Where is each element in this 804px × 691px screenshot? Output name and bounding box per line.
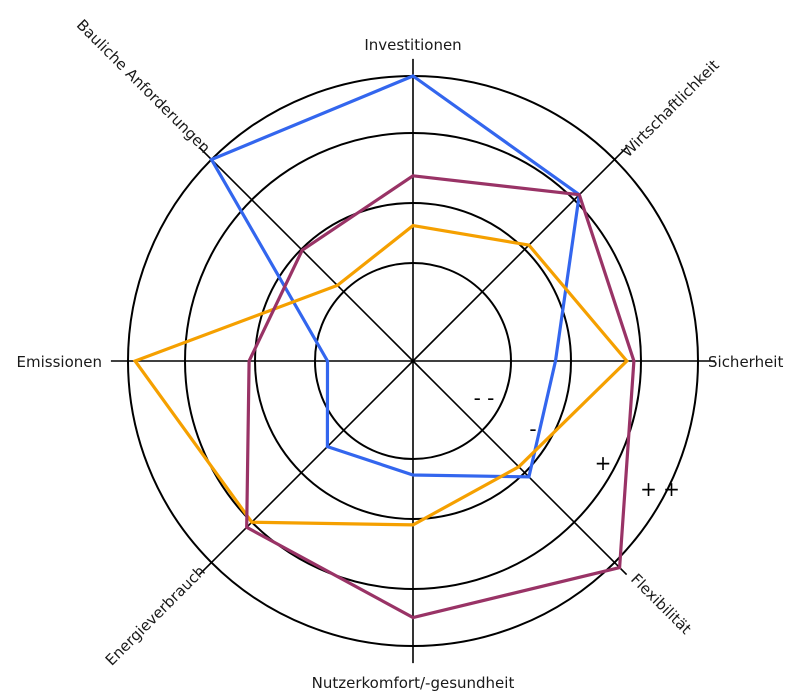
axis-label: Sicherheit <box>708 353 783 371</box>
axis-spoke <box>198 146 414 362</box>
level-label: - - <box>474 386 495 410</box>
axis-spoke <box>412 146 628 362</box>
series-2-line <box>132 223 629 527</box>
series-1-line <box>209 74 582 479</box>
axis-label: Nutzerkomfort/-gesundheit <box>312 674 515 691</box>
axis-label: Energieverbrauch <box>102 562 209 669</box>
axis-label: Investitionen <box>364 36 461 54</box>
axis-spoke <box>198 360 414 576</box>
level-label: + + <box>640 477 680 501</box>
axis-label: Bauliche Anforderungen <box>73 16 214 157</box>
axis-label: Wirtschaftlichkeit <box>618 56 723 161</box>
level-label: - <box>529 417 536 441</box>
axis-label: Emissionen <box>17 353 102 371</box>
axis-label: Flexibilität <box>627 570 695 638</box>
series-3-line <box>245 174 636 620</box>
level-label: + <box>595 451 612 475</box>
